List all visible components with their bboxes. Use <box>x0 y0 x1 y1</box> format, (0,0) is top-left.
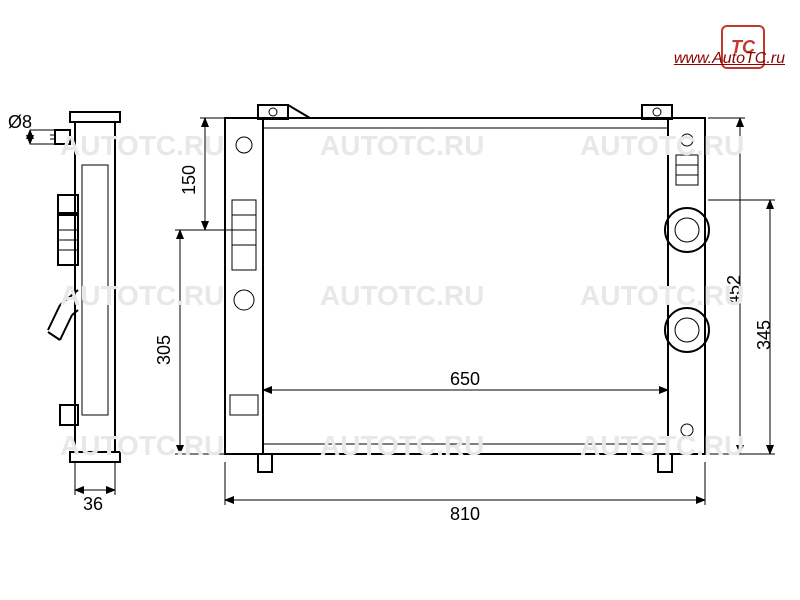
technical-drawing: Ø8 36 <box>0 0 800 600</box>
dim-305: 305 <box>154 335 174 365</box>
dim-diameter: Ø8 <box>8 112 32 132</box>
dim-650: 650 <box>450 369 480 389</box>
site-logo: TC www.AutoTC.ru <box>625 15 785 65</box>
dim-150: 150 <box>179 165 199 195</box>
dim-345: 345 <box>754 320 774 350</box>
dim-810: 810 <box>450 504 480 524</box>
dim-452: 452 <box>724 275 744 305</box>
side-view: Ø8 36 <box>8 112 120 514</box>
dim-36: 36 <box>83 494 103 514</box>
front-view: 150 305 650 810 452 345 <box>154 105 775 524</box>
logo-url: www.AutoTC.ru <box>674 50 785 68</box>
